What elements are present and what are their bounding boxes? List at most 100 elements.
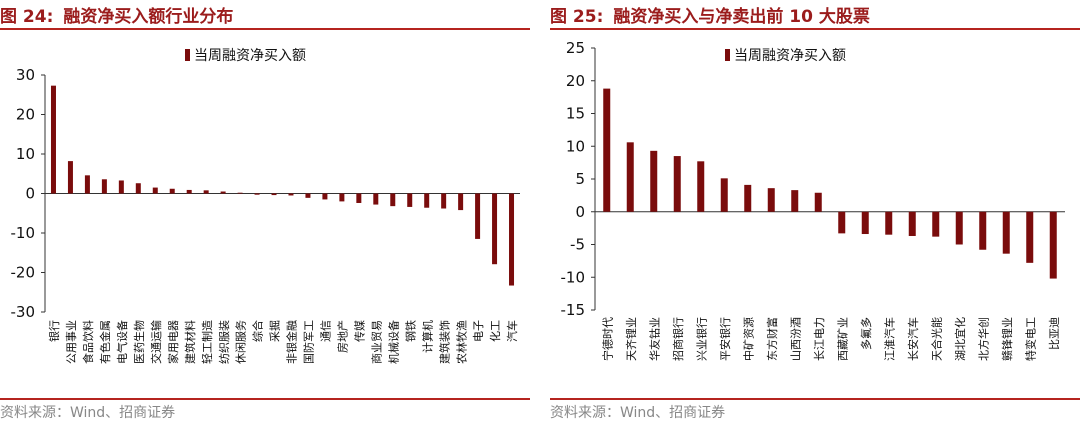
bar bbox=[492, 193, 498, 265]
category-label: 银行 bbox=[47, 320, 61, 342]
y-tick-label: -5 bbox=[570, 236, 585, 254]
bar bbox=[237, 192, 243, 194]
y-tick-label: 5 bbox=[575, 170, 585, 188]
bar bbox=[979, 211, 987, 250]
bar bbox=[955, 211, 963, 245]
category-label: 非银金融 bbox=[285, 320, 299, 364]
category-label: 赣锋锂业 bbox=[1000, 317, 1014, 361]
y-tick-label: -20 bbox=[11, 264, 36, 282]
category-label: 东方财富 bbox=[765, 317, 779, 361]
figure-title: 图 25: 融资净买入与净卖出前 10 大股票 bbox=[550, 2, 1080, 28]
bar bbox=[152, 187, 158, 194]
bar bbox=[673, 156, 681, 212]
bar bbox=[67, 161, 73, 194]
category-label: 传媒 bbox=[353, 320, 366, 342]
category-label: 湖北宜化 bbox=[953, 317, 967, 361]
category-label: 平安银行 bbox=[718, 317, 732, 361]
y-tick-label: -30 bbox=[11, 303, 36, 321]
bar bbox=[118, 180, 124, 194]
y-tick-label: 15 bbox=[566, 105, 585, 123]
bar bbox=[650, 150, 658, 212]
bar bbox=[373, 193, 379, 205]
bar bbox=[767, 188, 775, 212]
category-label: 钢铁 bbox=[404, 320, 417, 342]
category-label: 天合光能 bbox=[929, 317, 943, 361]
bar bbox=[838, 211, 846, 234]
legend-swatch bbox=[725, 49, 730, 61]
industry-bar-chart: 30 20 10 0 -10 -20 -30 银行 公用事业 食品饮料 有色金属 电气设备 医药生物 交通… bbox=[11, 48, 520, 364]
category-label: 食品饮料 bbox=[81, 320, 95, 364]
category-label: 建筑装饰 bbox=[437, 320, 451, 364]
category-label: 西藏矿业 bbox=[836, 317, 849, 361]
bar bbox=[603, 88, 611, 212]
legend-label: 当周融资净买入额 bbox=[194, 48, 306, 64]
y-tick-label: -10 bbox=[561, 268, 586, 286]
bar bbox=[135, 183, 141, 194]
figure-caption: 融资净买入与净卖出前 10 大股票 bbox=[613, 7, 870, 27]
bar bbox=[322, 193, 328, 200]
category-label: 山西汾酒 bbox=[789, 317, 802, 361]
category-label: 机械设备 bbox=[386, 320, 400, 364]
bar bbox=[186, 189, 192, 194]
y-tick-label: 20 bbox=[566, 72, 585, 90]
bar bbox=[203, 190, 209, 194]
category-label: 建筑材料 bbox=[183, 320, 197, 364]
category-label: 有色金属 bbox=[98, 320, 112, 364]
bar bbox=[744, 184, 752, 212]
bar bbox=[626, 142, 634, 212]
title-rule bbox=[0, 28, 530, 30]
category-label: 特变电工 bbox=[1023, 317, 1037, 361]
bar bbox=[101, 179, 107, 194]
category-label: 化工 bbox=[488, 320, 502, 342]
bar bbox=[271, 193, 277, 196]
bar bbox=[885, 211, 893, 235]
category-label: 宁德时代 bbox=[600, 317, 614, 361]
bar bbox=[305, 193, 311, 198]
category-label: 计算机 bbox=[420, 320, 434, 353]
bar bbox=[169, 188, 175, 194]
category-label: 电子 bbox=[472, 320, 485, 342]
bar bbox=[814, 192, 822, 212]
bar bbox=[697, 161, 705, 212]
bar bbox=[220, 191, 226, 194]
category-label: 交通运输 bbox=[149, 320, 163, 364]
footer-rule bbox=[550, 398, 1080, 400]
bar bbox=[339, 193, 345, 202]
category-label: 家用电器 bbox=[166, 320, 180, 364]
bar bbox=[50, 85, 56, 194]
category-label: 采掘 bbox=[268, 320, 282, 342]
title-rule bbox=[550, 28, 1080, 30]
legend: 当周融资净买入额 bbox=[185, 48, 306, 64]
category-label: 综合 bbox=[251, 320, 265, 342]
category-label: 长安汽车 bbox=[906, 317, 920, 361]
figure-caption: 融资净买入额行业分布 bbox=[63, 7, 234, 27]
category-label: 纺织服装 bbox=[217, 320, 231, 364]
bar bbox=[861, 211, 869, 235]
y-tick-label: 20 bbox=[16, 106, 35, 124]
legend-swatch bbox=[185, 49, 190, 61]
legend-label: 当周融资净买入额 bbox=[734, 48, 846, 64]
bar bbox=[356, 193, 362, 203]
category-label: 华友钴业 bbox=[647, 317, 661, 361]
bar bbox=[509, 193, 515, 286]
category-label: 比亚迪 bbox=[1048, 317, 1061, 350]
bar bbox=[441, 193, 447, 209]
category-label: 长江电力 bbox=[813, 317, 826, 361]
bar bbox=[475, 193, 481, 239]
category-label: 公用事业 bbox=[65, 320, 78, 364]
bar bbox=[84, 175, 90, 194]
chart-panel-industry: 图 24: 融资净买入额行业分布 30 20 10 0 -10 -20 -30 银行 公用事业 食品… bbox=[0, 0, 530, 426]
y-tick-label: 10 bbox=[566, 137, 585, 155]
bar bbox=[407, 193, 413, 207]
category-label: 多氟多 bbox=[859, 317, 873, 350]
y-tick-label: 0 bbox=[575, 203, 585, 221]
bar bbox=[458, 193, 464, 211]
category-label: 休闲服务 bbox=[234, 320, 248, 364]
category-label: 国防军工 bbox=[302, 320, 316, 364]
figure-number: 图 25: bbox=[550, 7, 604, 27]
bar bbox=[424, 193, 430, 208]
category-label: 医药生物 bbox=[132, 320, 146, 364]
category-label: 轻工制造 bbox=[200, 320, 214, 364]
chart-panel-stocks: 图 25: 融资净买入与净卖出前 10 大股票 25 20 15 10 5 0 -5 -10 -1… bbox=[550, 0, 1080, 426]
bar bbox=[1026, 211, 1034, 263]
